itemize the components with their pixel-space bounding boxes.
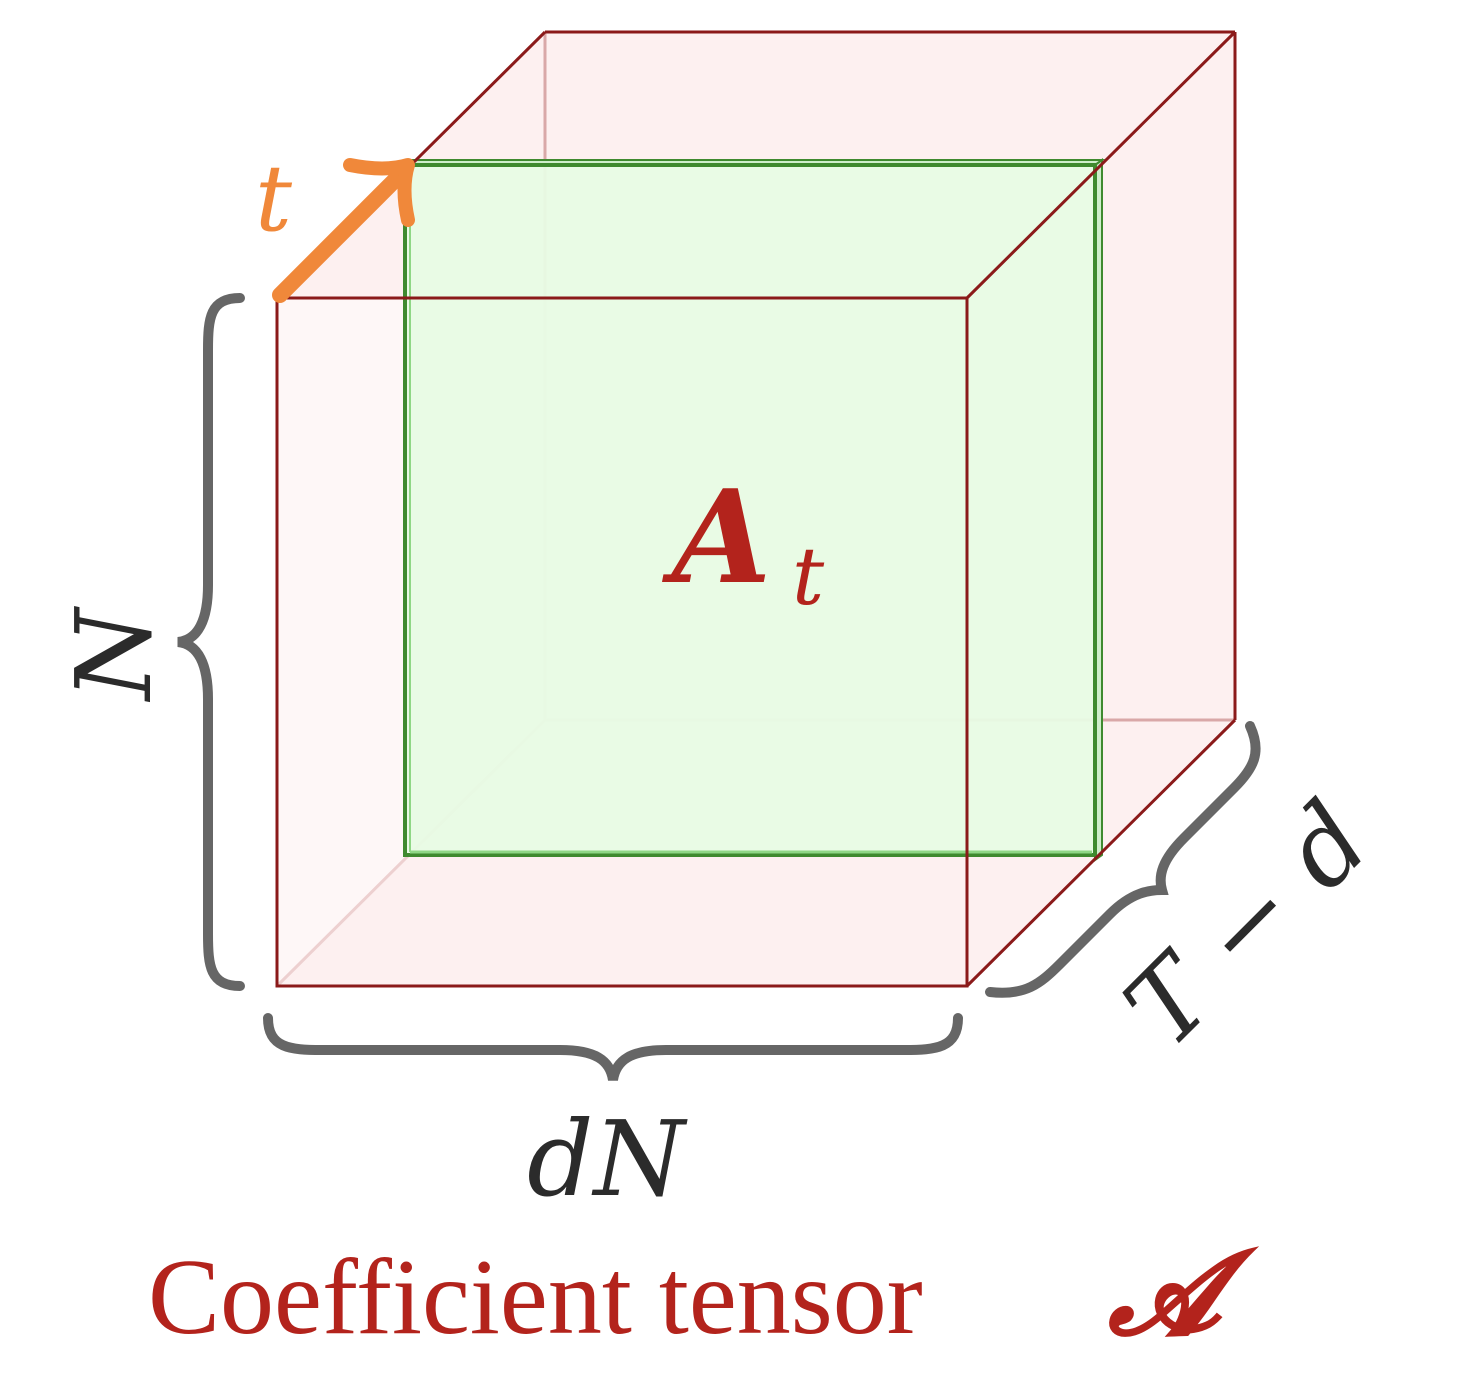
caption-symbol: 𝓐 (1107, 1225, 1260, 1361)
width-label: dN (527, 1098, 688, 1220)
direction-label: t (255, 145, 293, 252)
slice-label-main: A (662, 463, 771, 613)
height-brace (177, 293, 245, 991)
width-brace (263, 1013, 963, 1082)
caption-text: Coefficient tensor (148, 1238, 923, 1357)
slice-label: A t (662, 463, 825, 623)
depth-label: T − d (1101, 779, 1392, 1070)
height-label: N (53, 606, 175, 703)
slice-a-t (401, 158, 1106, 862)
caption: Coefficient tensor 𝓐 (148, 1225, 1260, 1361)
depth-brace (985, 721, 1261, 998)
slice-label-sub: t (792, 530, 825, 623)
direction-arrow (272, 158, 415, 303)
